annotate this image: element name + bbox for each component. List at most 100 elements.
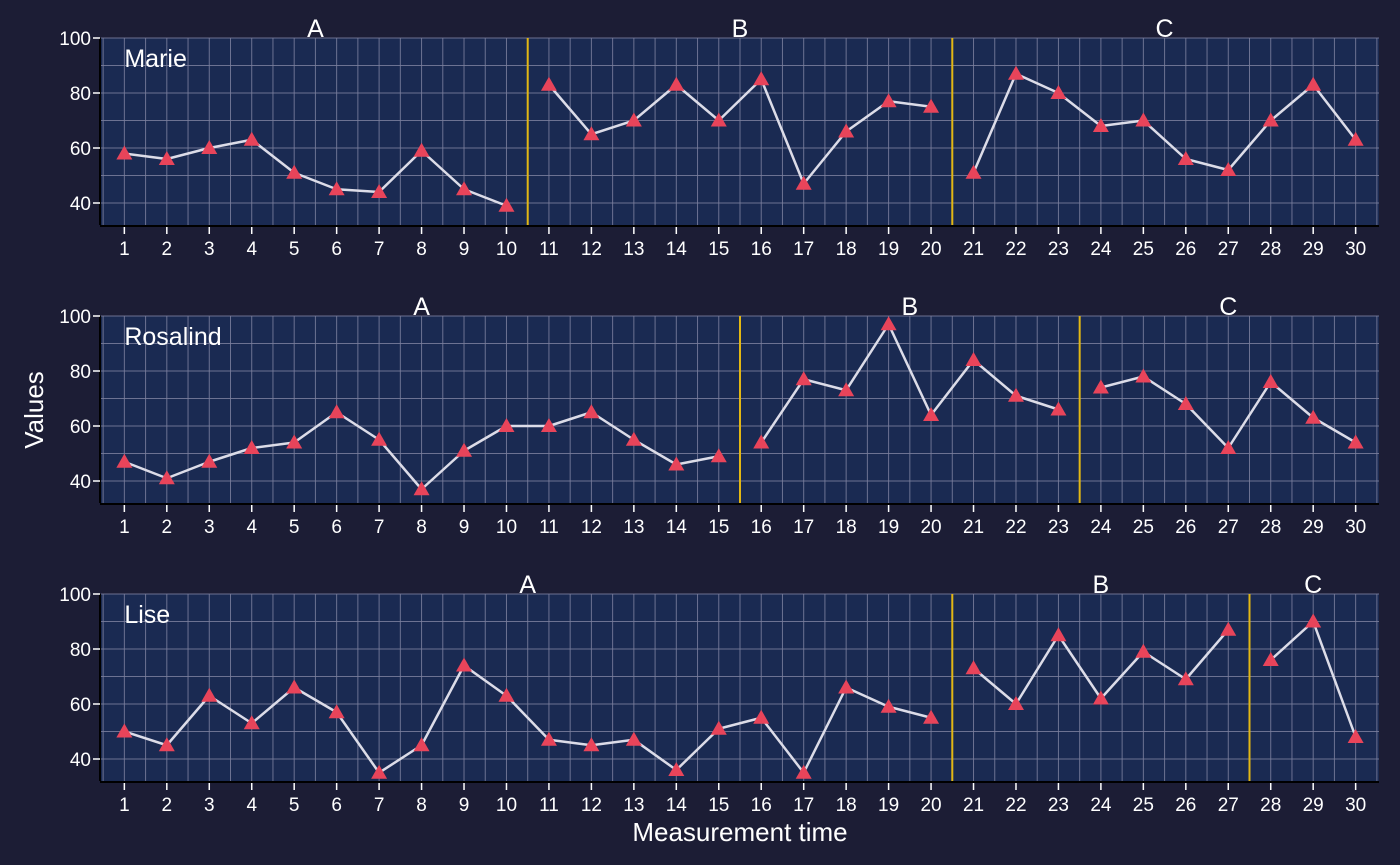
- x-tick-label: 24: [1090, 239, 1112, 260]
- phase-label: B: [1093, 571, 1110, 599]
- y-tick-label: 40: [70, 472, 91, 493]
- x-tick-label: 3: [204, 795, 215, 816]
- data-point: [286, 164, 303, 179]
- x-tick-label: 28: [1260, 239, 1281, 260]
- x-tick-label: 27: [1218, 239, 1239, 260]
- data-point: [1262, 652, 1279, 666]
- data-point: [243, 131, 260, 146]
- data-point: [498, 197, 515, 212]
- phase-label: A: [413, 293, 430, 321]
- x-tick-label: 3: [204, 239, 215, 260]
- x-tick-label: 23: [1048, 795, 1069, 816]
- data-point: [795, 371, 812, 386]
- data-point: [1050, 85, 1067, 99]
- data-point: [456, 657, 473, 672]
- x-tick-label: 3: [204, 517, 215, 538]
- x-tick-label: 12: [581, 517, 602, 538]
- x-tick-label: 19: [878, 517, 899, 538]
- x-tick-label: 11: [539, 517, 559, 538]
- data-point: [328, 181, 345, 196]
- x-tick-label: 20: [920, 517, 941, 538]
- x-tick-label: 15: [708, 795, 729, 816]
- x-tick-label: 18: [836, 795, 857, 816]
- data-point: [965, 660, 982, 675]
- data-point: [1177, 671, 1194, 686]
- data-point: [838, 123, 855, 138]
- data-point: [328, 704, 345, 719]
- x-tick-label: 10: [496, 517, 517, 538]
- data-point: [1092, 379, 1109, 394]
- x-tick-label: 23: [1048, 517, 1069, 538]
- x-tick-label: 22: [1005, 239, 1026, 260]
- data-point: [795, 764, 812, 779]
- x-tick-label: 7: [374, 517, 385, 538]
- y-tick-label: 60: [70, 139, 91, 160]
- y-tick-label: 100: [59, 307, 91, 328]
- data-point: [371, 431, 388, 446]
- data-point: [1305, 76, 1322, 91]
- y-axis-label: Values: [19, 371, 49, 449]
- data-point: [413, 142, 430, 157]
- y-tick-label: 60: [70, 695, 91, 716]
- phase-label: C: [1156, 15, 1174, 43]
- x-tick-label: 25: [1133, 517, 1154, 538]
- x-tick-label: 6: [331, 517, 342, 538]
- data-point: [965, 164, 982, 179]
- x-tick-label: 29: [1303, 517, 1324, 538]
- x-tick-label: 15: [708, 517, 729, 538]
- x-tick-label: 24: [1090, 517, 1112, 538]
- data-point: [583, 404, 600, 419]
- data-point: [413, 481, 430, 496]
- x-tick-label: 2: [162, 795, 173, 816]
- data-point: [540, 731, 557, 746]
- data-point: [540, 418, 557, 432]
- data-point: [243, 440, 260, 454]
- x-tick-label: 5: [289, 239, 300, 260]
- data-point: [1262, 112, 1279, 127]
- data-point: [1092, 690, 1109, 705]
- phase-label: A: [519, 571, 536, 599]
- data-point: [1135, 368, 1152, 383]
- x-tick-label: 13: [623, 795, 644, 816]
- x-tick-label: 5: [289, 795, 300, 816]
- data-point: [668, 76, 685, 91]
- data-point: [456, 181, 473, 196]
- x-tick-label: 27: [1218, 795, 1239, 816]
- x-tick-label: 1: [119, 795, 130, 816]
- phase-label: C: [1304, 571, 1322, 599]
- series-line: [972, 72, 1357, 174]
- x-tick-label: 8: [416, 517, 427, 538]
- x-axis-label: Measurement time: [632, 817, 847, 847]
- series-line: [124, 138, 507, 207]
- x-tick-label: 4: [246, 795, 257, 816]
- data-point: [625, 431, 642, 446]
- data-point: [1092, 118, 1109, 132]
- case-name: Marie: [124, 45, 187, 73]
- data-point: [583, 737, 600, 752]
- x-tick-label: 21: [963, 795, 984, 816]
- series-line: [547, 78, 932, 185]
- x-tick-label: 19: [878, 795, 899, 816]
- data-point: [625, 731, 642, 746]
- x-tick-label: 20: [920, 795, 941, 816]
- case-name: Rosalind: [124, 323, 221, 351]
- data-point: [1347, 729, 1364, 743]
- x-tick-label: 11: [539, 795, 559, 816]
- case-name: Lise: [124, 601, 170, 629]
- data-point: [710, 448, 727, 463]
- x-tick-label: 1: [119, 239, 130, 260]
- series-line: [760, 323, 1059, 444]
- x-tick-label: 9: [459, 795, 470, 816]
- x-tick-label: 17: [793, 795, 814, 816]
- y-tick-label: 40: [70, 194, 91, 215]
- x-tick-label: 9: [459, 517, 470, 538]
- data-point: [923, 709, 940, 724]
- x-tick-label: 30: [1345, 795, 1366, 816]
- series-line: [123, 664, 932, 774]
- x-tick-label: 24: [1090, 795, 1112, 816]
- x-tick-label: 5: [289, 517, 300, 538]
- y-tick-label: 80: [70, 362, 91, 383]
- data-point: [371, 184, 388, 198]
